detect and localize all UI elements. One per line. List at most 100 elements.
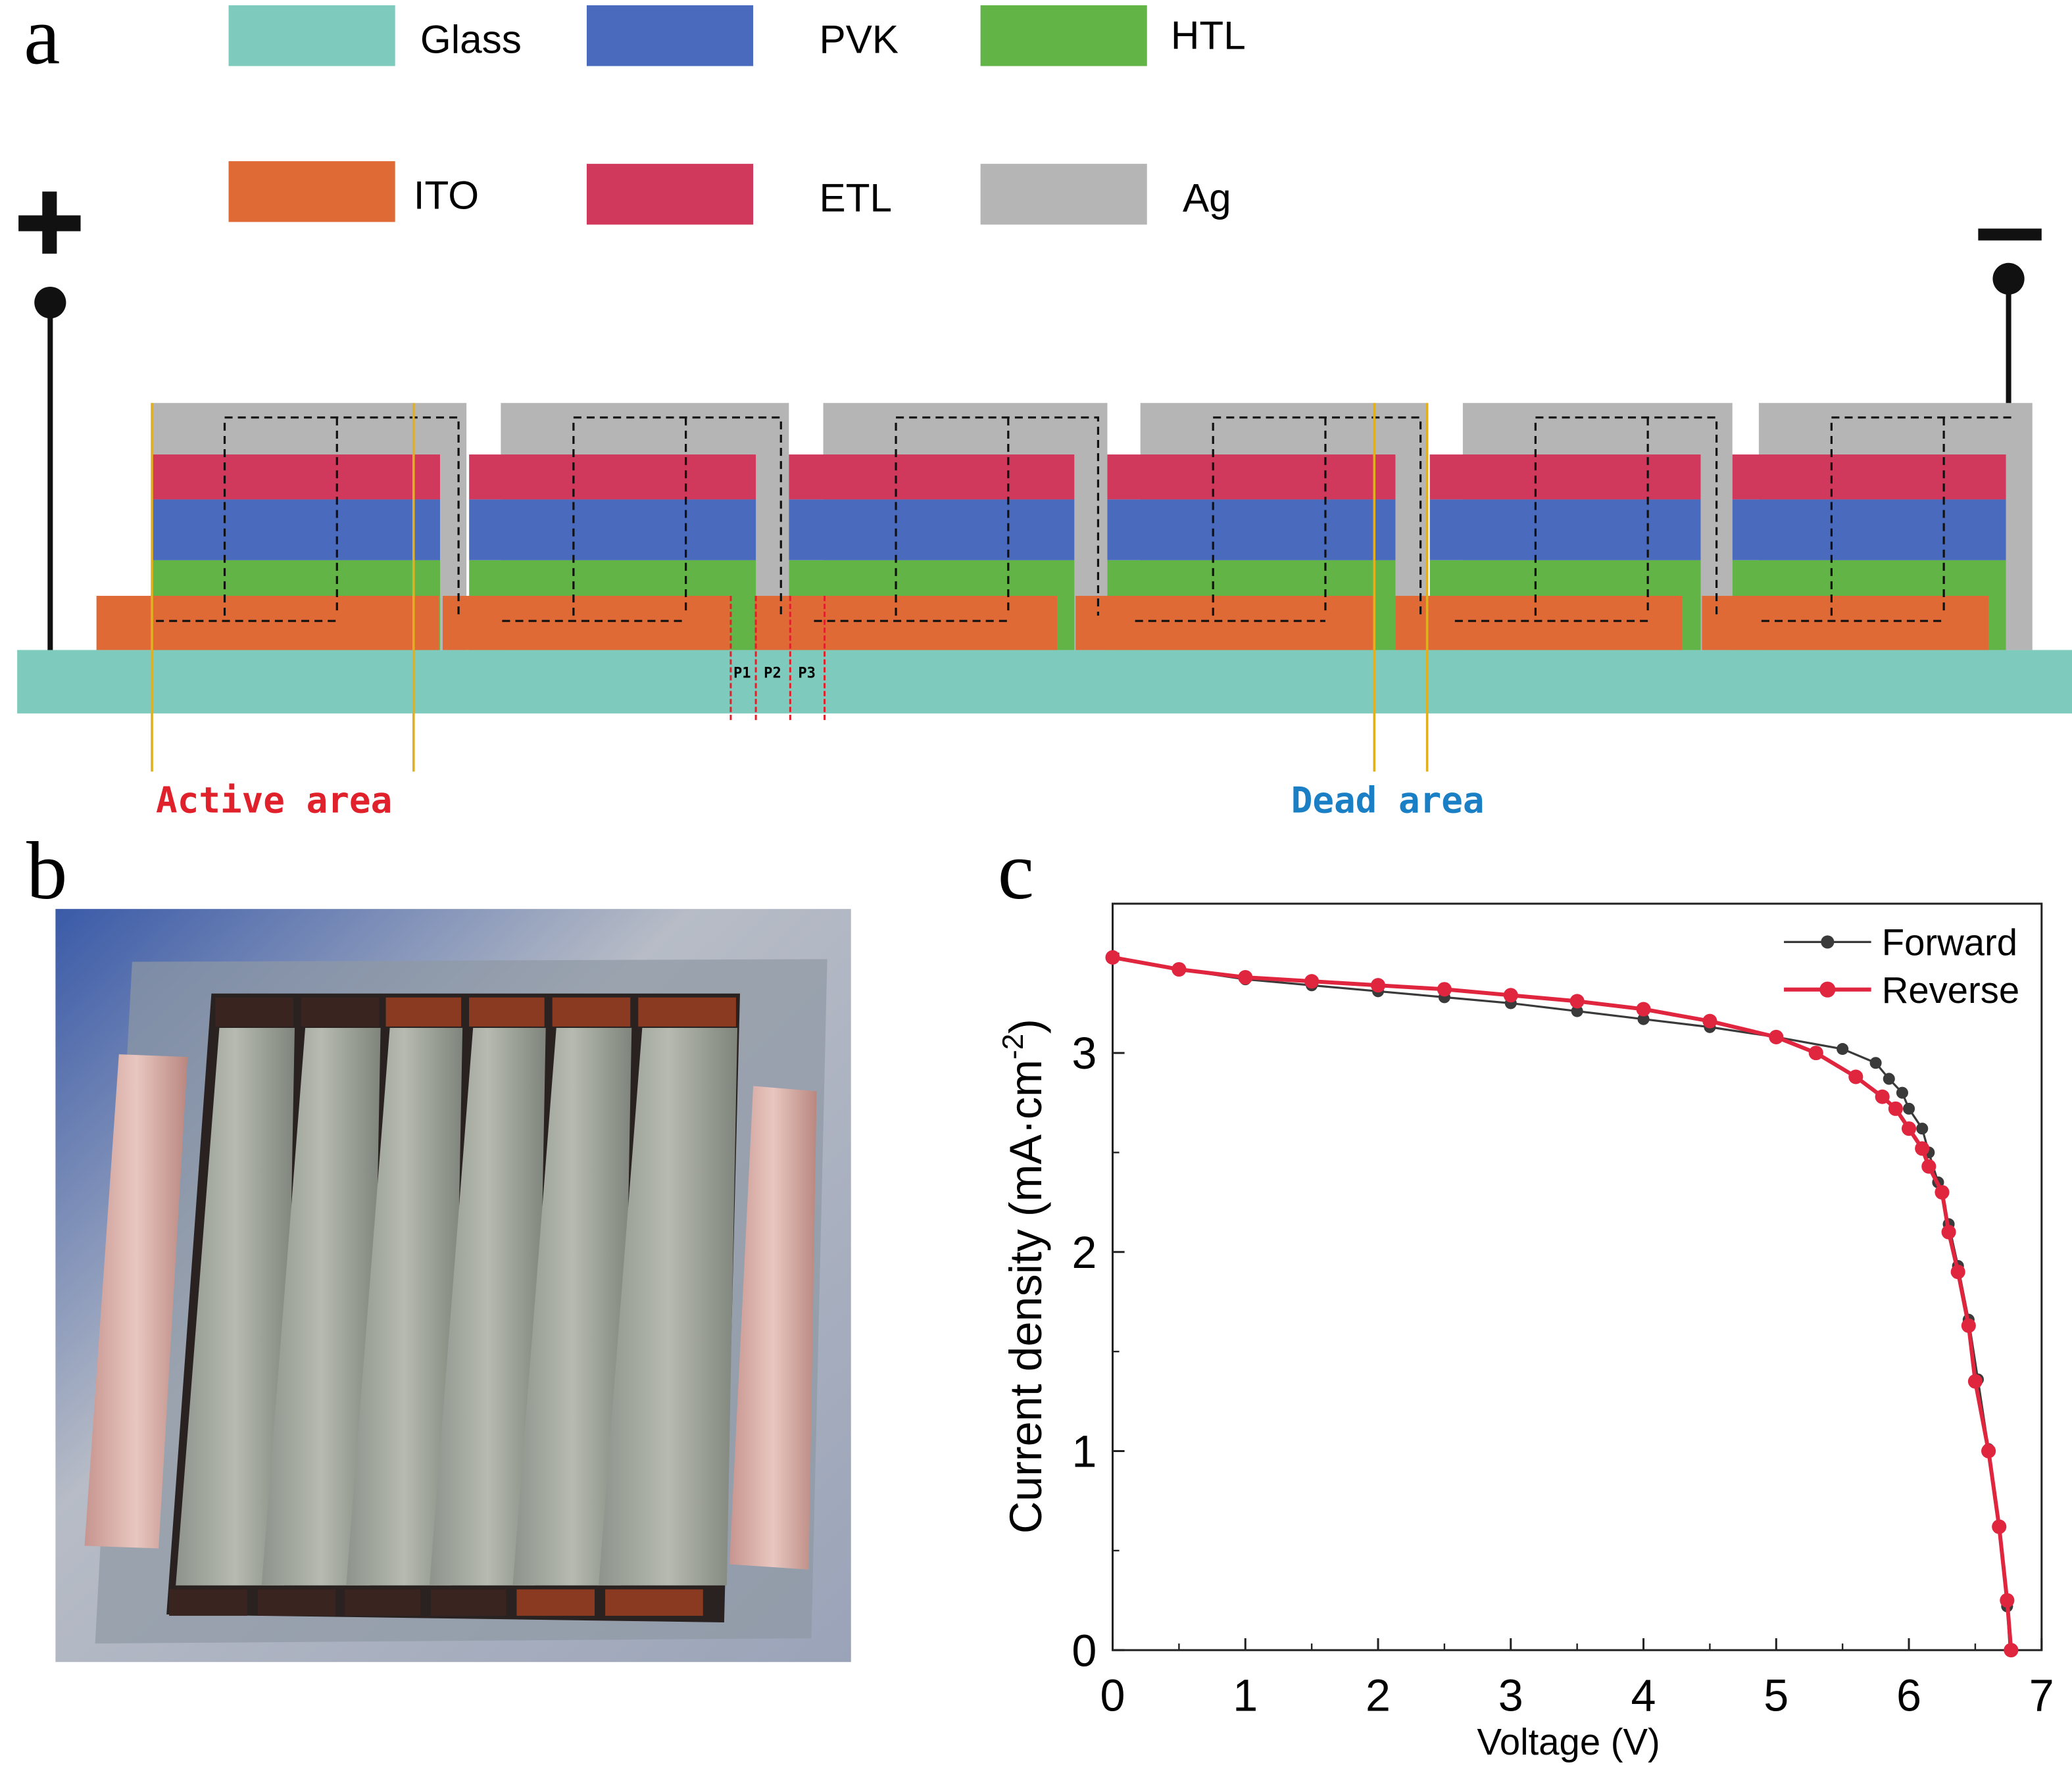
ito-contact-bottom — [516, 1589, 595, 1616]
data-point-reverse — [2000, 1593, 2015, 1608]
glass-layer — [17, 650, 2072, 714]
ito-contact-top — [215, 997, 293, 1027]
data-point-reverse — [1888, 1101, 1903, 1116]
data-point-reverse — [1992, 1519, 2007, 1534]
pvk-layer — [1732, 499, 2006, 560]
ito-contact-bottom — [430, 1589, 506, 1616]
ito-contact-top — [552, 997, 631, 1027]
negative-terminal — [1978, 228, 2042, 404]
active-area-label: Active area — [156, 780, 392, 821]
data-point-reverse — [1950, 1265, 1965, 1280]
data-point-forward — [1903, 1102, 1915, 1115]
legend-marker-forward — [1821, 935, 1835, 949]
device-cross-section — [17, 402, 2072, 772]
data-point-forward — [1883, 1073, 1895, 1085]
x-tick-label: 7 — [2029, 1671, 2054, 1721]
legend-swatch-ag — [980, 164, 1147, 225]
current-path-arrow — [814, 416, 1100, 622]
x-tick-label: 3 — [1498, 1671, 1523, 1721]
data-point-reverse — [1503, 988, 1518, 1003]
legend-swatch-etl — [586, 164, 754, 225]
data-point-reverse — [1769, 1029, 1784, 1044]
ito-contact-bottom — [257, 1589, 336, 1616]
current-path-arrow — [1135, 416, 1422, 622]
cell-strip — [346, 1027, 463, 1586]
legend-label-etl: ETL — [820, 175, 893, 220]
data-point-reverse — [1848, 1069, 1863, 1084]
x-tick-label: 6 — [1896, 1671, 1921, 1721]
ito-contact-bottom — [605, 1589, 703, 1616]
data-point-forward — [1637, 1013, 1650, 1025]
current-path-arrow — [1454, 416, 1718, 622]
x-axis-label: Voltage (V) — [1477, 1721, 1660, 1762]
scribe-label-p1: P1 — [733, 665, 751, 682]
legend-swatch-ito — [228, 161, 395, 222]
legend-marker-reverse — [1819, 981, 1836, 998]
data-point-reverse — [1941, 1225, 1956, 1240]
x-tick-label: 1 — [1233, 1671, 1258, 1721]
data-point-reverse — [1915, 1141, 1930, 1156]
y-tick-label: 2 — [1072, 1228, 1097, 1278]
ito-contact-top — [638, 997, 736, 1027]
data-point-reverse — [2004, 1643, 2019, 1658]
ito-layer — [1395, 596, 1683, 650]
y-tick-label: 1 — [1072, 1427, 1097, 1477]
pvk-layer — [152, 499, 440, 560]
positive-terminal — [18, 191, 81, 652]
current-path-arrow — [156, 416, 460, 622]
data-point-forward — [1869, 1057, 1882, 1069]
scribe-label-p3: P3 — [798, 665, 816, 682]
ito-layer — [754, 596, 1058, 650]
legend-swatch-glass — [228, 5, 395, 66]
ito-layer — [442, 596, 729, 650]
layer-legend: Glass PVK HTL ITO ETL Ag — [228, 5, 1246, 225]
etl-layer — [789, 454, 1075, 500]
legend-swatch-pvk — [586, 5, 754, 66]
current-path-arrow — [1761, 416, 2013, 622]
dead-area-label: Dead area — [1291, 780, 1485, 821]
legend-label-pvk: PVK — [820, 16, 899, 61]
data-point-reverse — [1437, 982, 1452, 997]
panel-label-b: b — [26, 825, 67, 916]
data-point-reverse — [1808, 1046, 1823, 1061]
etl-layer — [152, 454, 440, 500]
scribe-labels: P1 P2 P3 — [733, 665, 816, 682]
x-tick-label: 2 — [1366, 1671, 1391, 1721]
ito-layer — [1075, 596, 1375, 650]
cell-strip — [429, 1027, 546, 1586]
legend-label-reverse: Reverse — [1882, 969, 2019, 1011]
etl-layer — [1429, 454, 1701, 500]
data-point-forward — [1916, 1123, 1929, 1135]
current-path-arrow — [502, 416, 782, 622]
pvk-layer — [469, 499, 756, 560]
x-tick-label: 5 — [1764, 1671, 1788, 1721]
data-point-reverse — [1901, 1121, 1917, 1136]
legend-label-htl: HTL — [1171, 12, 1246, 57]
etl-layer — [1107, 454, 1396, 500]
pvk-layer — [1429, 499, 1701, 560]
pvk-layer — [1107, 499, 1396, 560]
data-point-reverse — [1370, 978, 1386, 993]
panel-label-a: a — [24, 0, 60, 81]
scribe-label-p2: P2 — [764, 665, 781, 682]
etl-layer — [469, 454, 756, 500]
ito-layer — [1702, 596, 1989, 650]
cell-strip — [176, 1027, 295, 1586]
y-axis-label-sup: -2 — [997, 1034, 1029, 1059]
ito-contact-bottom — [345, 1589, 420, 1616]
y-axis-label-end: ) — [1001, 1019, 1051, 1034]
data-point-reverse — [1935, 1184, 1950, 1200]
ito-contact-top — [301, 997, 380, 1027]
x-tick-label: 4 — [1631, 1671, 1656, 1721]
ito-layer — [96, 596, 439, 650]
cell-strip — [599, 1027, 737, 1586]
y-tick-label: 3 — [1072, 1029, 1097, 1079]
legend-swatch-htl — [980, 5, 1147, 66]
legend-label-ag: Ag — [1183, 175, 1231, 220]
data-point-reverse — [1105, 950, 1120, 965]
y-axis-label-main: Current density (mA·cm — [1001, 1059, 1051, 1534]
data-point-reverse — [1636, 1002, 1651, 1017]
panel-label-c: c — [998, 825, 1034, 916]
data-point-reverse — [1569, 994, 1585, 1009]
